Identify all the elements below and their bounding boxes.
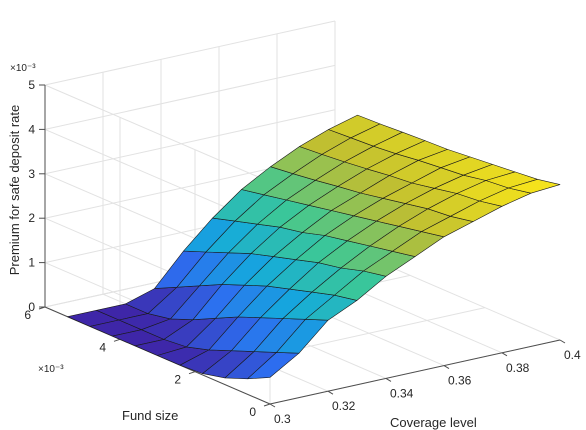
x-tick-mark xyxy=(443,365,450,370)
x-tick-mark xyxy=(385,377,392,382)
z-exponent-label: ×10⁻³ xyxy=(10,63,36,74)
y-tick-label: 6 xyxy=(24,308,31,322)
back-wall-gridline xyxy=(44,64,336,130)
surface-mesh xyxy=(67,114,561,380)
z-tick-label: 5 xyxy=(28,78,35,92)
x-tick-label: 0.3 xyxy=(274,412,291,426)
y-tick-label: 0 xyxy=(249,405,256,419)
z-tick-label: 1 xyxy=(28,256,35,270)
y-exponent-label: ×10⁻³ xyxy=(38,364,64,375)
y-tick-label: 2 xyxy=(174,373,181,387)
z-axis-label: Premium for safe deposit rate xyxy=(7,105,22,276)
z-tick-label: 4 xyxy=(28,122,35,136)
x-tick-mark xyxy=(559,339,566,344)
x-tick-label: 0.36 xyxy=(448,374,472,388)
x-axis-label: Coverage level xyxy=(390,415,477,430)
x-tick-mark xyxy=(327,390,334,395)
y-tick-mark xyxy=(113,338,121,342)
x-tick-label: 0.32 xyxy=(332,399,356,413)
x-tick-label: 0.38 xyxy=(506,361,530,375)
z-tick-label: 0 xyxy=(28,300,35,314)
x-tick-label: 0.34 xyxy=(390,386,414,400)
surface-patch xyxy=(508,179,561,194)
y-axis-label: Fund size xyxy=(122,408,178,423)
back-wall-gridline xyxy=(44,20,336,86)
x-axis-line xyxy=(269,339,561,405)
y-tick-mark xyxy=(263,403,271,407)
z-tick-label: 3 xyxy=(28,167,35,181)
side-wall-gridline xyxy=(44,84,271,183)
x-tick-mark xyxy=(269,403,276,408)
y-tick-mark xyxy=(188,371,196,375)
x-tick-label: 0.4 xyxy=(564,348,581,362)
back-wall-gridline xyxy=(44,109,336,175)
z-tick-label: 2 xyxy=(28,211,35,225)
x-tick-mark xyxy=(501,352,508,357)
y-tick-label: 4 xyxy=(99,340,106,354)
